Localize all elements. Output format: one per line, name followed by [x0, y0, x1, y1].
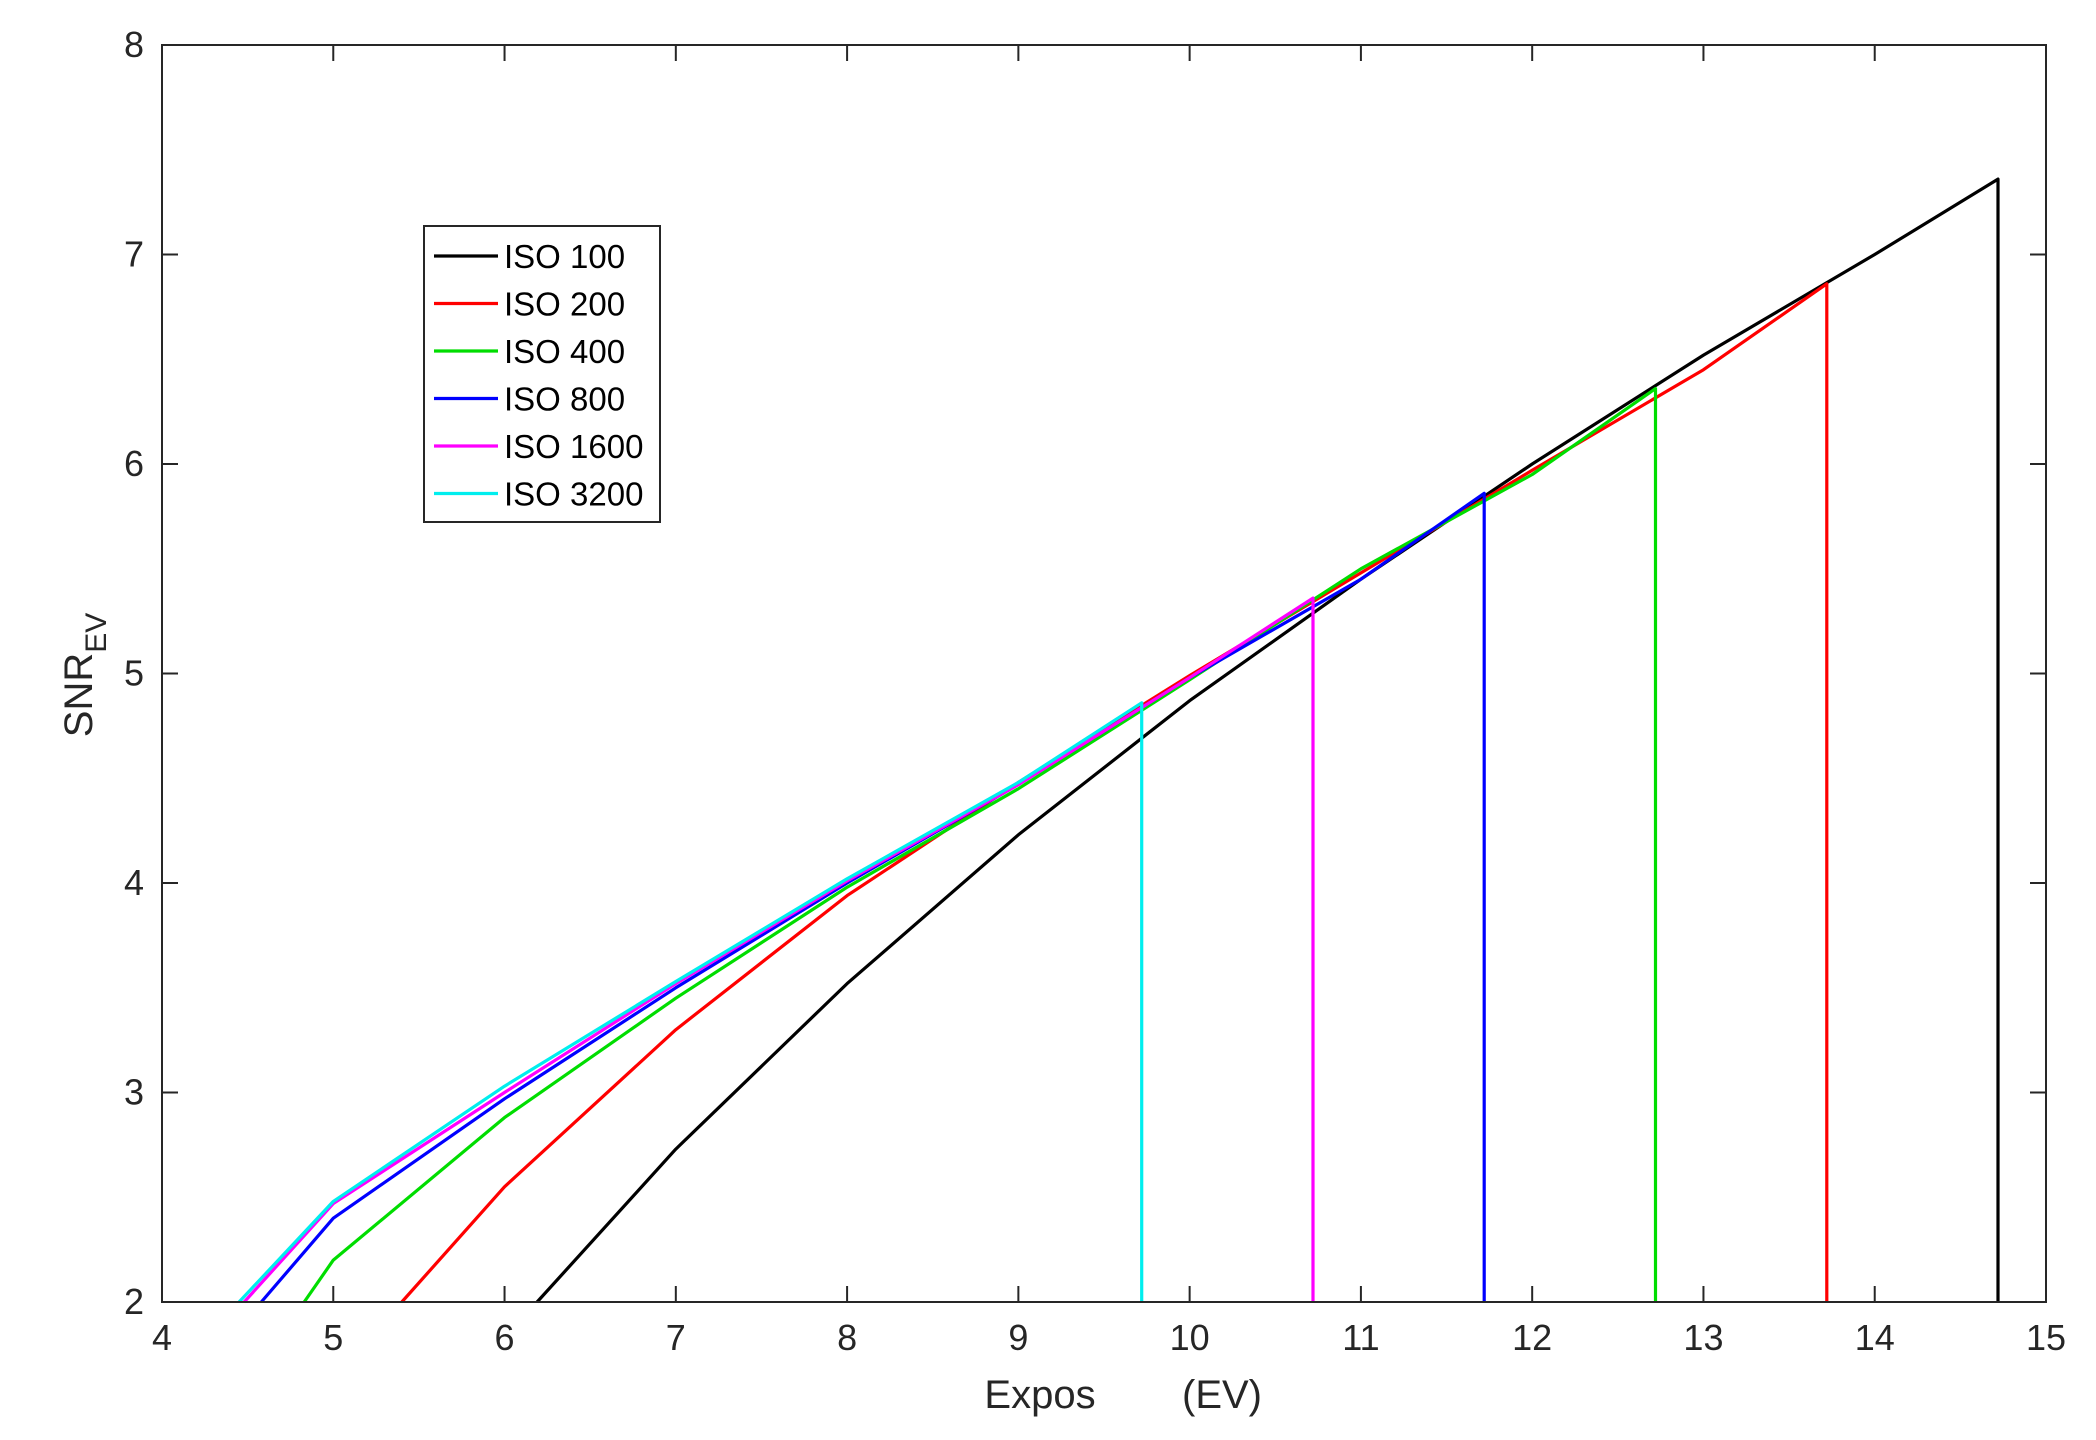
y-axis-label: SNREV — [57, 613, 113, 737]
ticks-layer — [161, 44, 2047, 1303]
x-tick-label-6: 10 — [1170, 1317, 1210, 1358]
series-line-5 — [237, 701, 1144, 1304]
x-tick-label-3: 7 — [666, 1317, 686, 1358]
x-tick-label-1: 5 — [323, 1317, 343, 1358]
series-line-1 — [400, 282, 1829, 1304]
series-line-2 — [302, 387, 1658, 1303]
y-tick-label-6: 8 — [124, 24, 144, 65]
y-axis-label-sub: EV — [80, 613, 113, 653]
legend-label-4: ISO 1600 — [504, 428, 643, 465]
x-tick-label-11: 15 — [2026, 1317, 2066, 1358]
x-tick-label-4: 8 — [837, 1317, 857, 1358]
y-tick-label-3: 5 — [124, 653, 144, 694]
x-tick-label-10: 14 — [1855, 1317, 1895, 1358]
x-tick-label-9: 13 — [1683, 1317, 1723, 1358]
series-line-4 — [243, 596, 1315, 1304]
x-tick-label-7: 11 — [1342, 1317, 1379, 1358]
series-line-3 — [260, 491, 1486, 1304]
x-axis-label-unit: (EV) — [1182, 1373, 1262, 1417]
x-tick-label-2: 6 — [495, 1317, 515, 1358]
x-tick-label-5: 9 — [1008, 1317, 1028, 1358]
x-tick-label-8: 12 — [1512, 1317, 1552, 1358]
series-layer — [237, 177, 2000, 1304]
legend-label-1: ISO 200 — [504, 286, 625, 323]
legend: ISO 100 ISO 200 ISO 400 ISO 800 ISO 1600 ISO … — [423, 225, 661, 523]
legend-label-5: ISO 3200 — [504, 476, 643, 513]
legend-label-3: ISO 800 — [504, 381, 625, 418]
legend-label-0: ISO 100 — [504, 238, 625, 275]
x-axis-label-main: Expos — [984, 1373, 1095, 1417]
tick-labels: 4 5 6 7 8 9 10 11 12 13 14 15 2 3 4 5 6 7 8 — [124, 24, 2066, 1358]
legend-box — [423, 225, 661, 523]
y-tick-label-2: 4 — [124, 862, 144, 903]
y-tick-label-4: 6 — [124, 443, 144, 484]
x-tick-label-0: 4 — [152, 1317, 172, 1358]
y-axis-label-base: SNR — [57, 653, 101, 737]
y-tick-label-0: 2 — [124, 1281, 144, 1322]
y-tick-label-5: 7 — [124, 234, 144, 275]
y-tick-label-1: 3 — [124, 1072, 144, 1113]
series-line-0 — [535, 177, 2000, 1304]
legend-label-2: ISO 400 — [504, 333, 625, 370]
legend-items: ISO 100 ISO 200 ISO 400 ISO 800 ISO 1600 ISO … — [434, 238, 643, 513]
